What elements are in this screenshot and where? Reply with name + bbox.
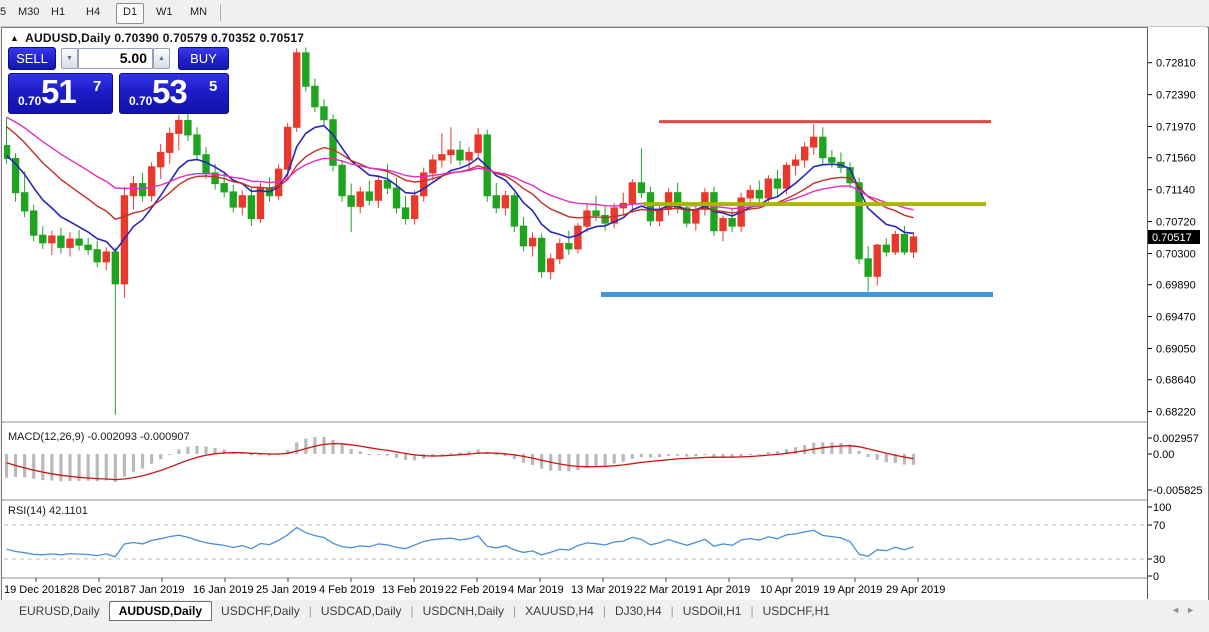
timeframe-button-m30[interactable]: M30 (18, 6, 40, 18)
timeframe-button-h4[interactable]: H4 (86, 6, 101, 18)
tab-scroll-left-icon[interactable]: ◄ (1171, 605, 1187, 615)
tab-usdchf-h1[interactable]: USDCHF,H1 (762, 604, 830, 618)
chart-tab-bar: EURUSD,Daily AUDUSD,Daily USDCHF,Daily | USD… (0, 600, 1209, 622)
tab-separator: | (513, 604, 517, 618)
volume-input[interactable]: 5.00 (78, 48, 153, 69)
tab-separator: | (308, 604, 312, 618)
buy-price-small: 0.70 (129, 94, 153, 108)
timeframe-button-mn[interactable]: MN (190, 6, 208, 18)
sell-quote-panel[interactable]: 0.70 51 7 (8, 73, 113, 114)
sell-price-small: 0.70 (18, 94, 42, 108)
tab-usdoil-h1[interactable]: USDOil,H1 (682, 604, 742, 618)
tab-usdcnh-daily[interactable]: USDCNH,Daily (422, 604, 505, 618)
price-axis-column[interactable] (1148, 27, 1207, 599)
sell-price-big: 51 (41, 73, 77, 110)
buy-quote-panel[interactable]: 0.70 53 5 (119, 73, 229, 114)
one-click-trading-panel: SELL ▼ 5.00 ▲ BUY 0.70 51 7 0.70 53 5 (8, 47, 229, 114)
buy-button[interactable]: BUY (178, 47, 229, 70)
buy-price-big: 53 (152, 73, 188, 110)
rsi-indicator-label: RSI(14) 42.1101 (8, 505, 88, 517)
tab-xauusd-h4[interactable]: XAUUSD,H4 (525, 604, 594, 618)
buy-price-pip: 5 (209, 78, 218, 95)
timeframe-button-h1[interactable]: H1 (51, 6, 66, 18)
sell-button[interactable]: SELL (8, 47, 56, 70)
sell-price-pip: 7 (93, 78, 102, 95)
tab-separator: | (602, 604, 606, 618)
volume-decrement-button[interactable]: ▼ (61, 48, 78, 69)
tab-scroll-right-icon[interactable]: ► (1186, 605, 1201, 615)
symbol-ohlc-readout: AUDUSD,Daily 0.70390 0.70579 0.70352 0.7… (25, 31, 305, 45)
tab-usdchf-daily[interactable]: USDCHF,Daily (221, 604, 300, 618)
tab-eurusd-daily[interactable]: EURUSD,Daily (19, 604, 100, 618)
macd-indicator-label: MACD(12,26,9) -0.002093 -0.000907 (8, 431, 190, 443)
timeframe-button-w1[interactable]: W1 (156, 6, 173, 18)
tab-audusd-daily[interactable]: AUDUSD,Daily (108, 601, 213, 621)
tab-separator: | (670, 604, 674, 618)
tab-usdcad-daily[interactable]: USDCAD,Daily (320, 604, 402, 618)
timeframe-button-d1[interactable]: D1 (116, 3, 145, 24)
tab-separator: | (410, 604, 414, 618)
collapse-panel-icon[interactable]: ▲ (10, 33, 20, 43)
toolbar-separator (220, 4, 221, 21)
tab-dj30-h4[interactable]: DJ30,H4 (614, 604, 662, 618)
chart-symbol-header: ▲ AUDUSD,Daily 0.70390 0.70579 0.70352 0.… (10, 31, 304, 45)
tab-scroll-arrows[interactable]: ◄► (1171, 605, 1201, 615)
timeframe-button-5[interactable]: 5 (0, 6, 7, 18)
timeframe-toolbar: 5 M30 H1 H4 D1 W1 MN (0, 0, 1209, 27)
volume-increment-button[interactable]: ▲ (153, 48, 170, 69)
tab-separator: | (750, 604, 754, 618)
